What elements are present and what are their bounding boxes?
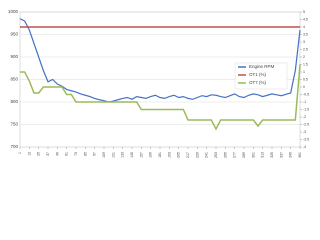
y2-tick-label: 3.5 [303, 32, 308, 36]
y-tick-label: 950 [10, 32, 18, 37]
y2-tick-label: 2 [303, 55, 305, 59]
chart: 7007508008509009501000-4-3.5-3-2.5-2-1.5… [7, 9, 310, 158]
y-tick-label: 700 [10, 144, 18, 149]
x-tick-label: 133 [121, 152, 125, 158]
legend-label: Engine RPM [249, 64, 275, 69]
x-tick-label: 13 [27, 152, 31, 156]
series-line [19, 18, 301, 103]
y2-tick-label: 4.5 [303, 17, 308, 21]
y2-tick-label: 0.5 [303, 77, 308, 81]
y2-tick-label: -2 [303, 115, 306, 119]
y-tick-label: 850 [10, 77, 18, 82]
legend-label: OT1 (%) [249, 72, 267, 77]
y2-tick-label: -2.5 [303, 122, 309, 126]
y2-tick-label: 2.5 [303, 47, 308, 51]
y2-tick-label: -3 [303, 130, 306, 134]
x-tick-label: 361 [298, 152, 302, 158]
x-tick-label: 253 [214, 152, 218, 158]
x-tick-label: 193 [167, 152, 171, 158]
x-tick-label: 73 [74, 152, 78, 156]
x-tick-label: 205 [177, 152, 181, 158]
y2-tick-label: -4 [303, 145, 306, 149]
y2-tick-label: 5 [303, 10, 305, 14]
x-tick-label: 145 [130, 152, 134, 158]
x-tick-label: 241 [205, 152, 209, 158]
x-tick-label: 37 [46, 152, 50, 156]
x-tick-label: 217 [186, 152, 190, 158]
y2-tick-label: 0 [303, 85, 305, 89]
x-tick-label: 337 [279, 152, 283, 158]
x-tick-label: 1 [18, 152, 22, 154]
x-tick-label: 229 [195, 152, 199, 158]
x-tick-label: 85 [83, 152, 87, 156]
y2-tick-label: 3 [303, 40, 305, 44]
y2-tick-label: -3.5 [303, 137, 309, 141]
x-tick-label: 325 [270, 152, 274, 158]
x-tick-label: 109 [102, 152, 106, 158]
series-line [20, 64, 301, 131]
y2-tick-label: -1.5 [303, 107, 309, 111]
y2-tick-label: -1 [303, 100, 306, 104]
y-tick-label: 750 [10, 122, 18, 127]
x-tick-label: 289 [242, 152, 246, 158]
x-tick-label: 49 [55, 152, 59, 156]
y-tick-label: 1000 [8, 9, 19, 14]
x-tick-label: 349 [289, 152, 293, 158]
y-tick-label: 800 [10, 99, 18, 104]
x-tick-label: 265 [223, 152, 227, 158]
x-tick-label: 157 [139, 152, 143, 158]
y2-tick-label: 1.5 [303, 62, 308, 66]
legend-label: OT7 (%) [249, 80, 267, 85]
x-tick-label: 313 [261, 152, 265, 158]
y2-tick-label: 1 [303, 70, 305, 74]
x-tick-label: 169 [149, 152, 153, 158]
x-tick-label: 181 [158, 152, 162, 158]
y2-tick-label: 4 [303, 25, 305, 29]
x-tick-label: 25 [37, 152, 41, 156]
x-tick-label: 61 [65, 152, 69, 156]
x-tick-label: 97 [93, 152, 97, 156]
y-tick-label: 900 [10, 54, 18, 59]
x-tick-label: 301 [251, 152, 255, 158]
x-tick-label: 277 [233, 152, 237, 158]
x-tick-label: 121 [111, 152, 115, 158]
y2-tick-label: -0.5 [303, 92, 309, 96]
